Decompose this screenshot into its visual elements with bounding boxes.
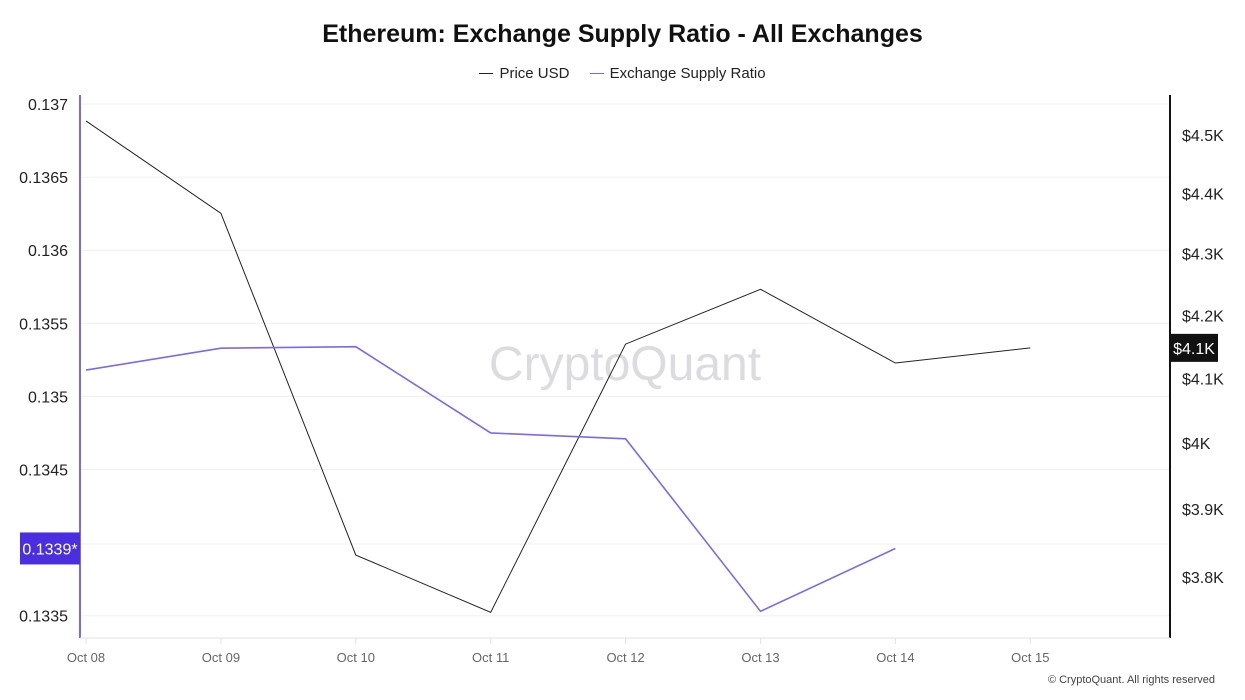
x-tick-label: Oct 14 <box>876 650 914 665</box>
right-tick-label: $4.3K <box>1182 247 1224 264</box>
x-tick-label: Oct 12 <box>606 650 644 665</box>
chart-title: Ethereum: Exchange Supply Ratio - All Ex… <box>322 20 923 48</box>
right-tick-label: $4.1K <box>1182 371 1224 388</box>
right-tick-label: $3.8K <box>1182 570 1224 587</box>
left-tick-label: 0.137 <box>28 97 68 114</box>
legend: Price USD Exchange Supply Ratio <box>0 61 1245 82</box>
x-tick-label: Oct 08 <box>67 650 105 665</box>
current-ratio-tag <box>20 532 80 565</box>
right-tick-label: $4.4K <box>1182 187 1224 204</box>
legend-item-price[interactable]: Price USD <box>479 65 569 82</box>
right-tick-label: $4.5K <box>1182 128 1224 145</box>
left-tick-label: 0.1335 <box>19 609 68 626</box>
left-tick-label: 0.135 <box>28 389 68 406</box>
x-tick-label: Oct 09 <box>202 650 240 665</box>
legend-label: Exchange Supply Ratio <box>609 64 766 82</box>
x-tick-label: Oct 15 <box>1011 650 1049 665</box>
left-tick-label: 0.1345 <box>19 463 68 480</box>
right-tick-label: $4.2K <box>1182 308 1224 325</box>
left-tick-label: 0.136 <box>28 243 68 260</box>
x-tick-label: Oct 10 <box>337 650 375 665</box>
current-ratio-label: 0.1339* <box>22 541 77 558</box>
series-line-price <box>85 120 1031 613</box>
x-tick-label: Oct 11 <box>472 650 509 665</box>
watermark: CryptoQuant <box>489 338 761 391</box>
left-tick-label: 0.1365 <box>19 170 68 187</box>
right-tick-label: $4K <box>1182 436 1211 453</box>
legend-item-ratio[interactable]: Exchange Supply Ratio <box>589 64 766 82</box>
x-tick-label: Oct 13 <box>741 650 779 665</box>
left-tick-label: 0.1355 <box>19 316 68 333</box>
right-tick-label: $3.9K <box>1182 502 1224 519</box>
current-price-label: $4.1K <box>1173 341 1215 358</box>
copyright: © CryptoQuant. All rights reserved <box>1047 674 1215 686</box>
legend-label: Price USD <box>499 64 570 82</box>
current-price-tag <box>1171 333 1218 362</box>
